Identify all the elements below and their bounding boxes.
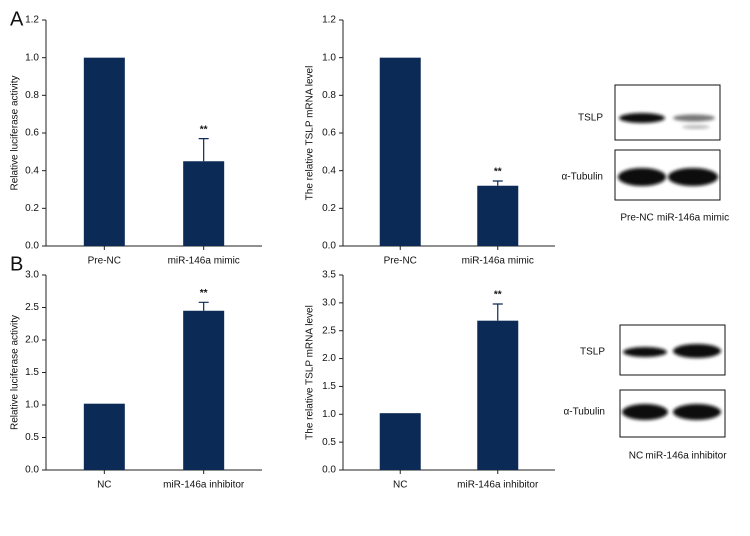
- blot-band: [668, 168, 718, 186]
- blot-row-label: α-Tubulin: [561, 172, 603, 183]
- blot-row-label: TSLP: [580, 347, 605, 358]
- blot-lane-label: miR-146a mimic: [657, 213, 729, 224]
- y-axis-title: Relative luciferase activity: [10, 315, 21, 430]
- x-tick-label: Pre-NC: [88, 256, 121, 267]
- blot-lane-label: Pre-NC: [620, 213, 653, 224]
- error-bar: [198, 138, 209, 162]
- bar: [477, 185, 519, 246]
- blot-lane-label: NC: [629, 451, 643, 462]
- bar: [379, 413, 421, 470]
- y-tick-label: 1.0: [25, 400, 39, 411]
- y-tick-label: 1.0: [322, 52, 336, 63]
- y-tick-label: 3.0: [322, 297, 336, 308]
- panel-label: A: [10, 8, 24, 30]
- y-tick-label: 0.0: [25, 241, 39, 252]
- bar: [477, 320, 519, 470]
- x-tick-label: miR-146a mimic: [168, 256, 240, 267]
- y-tick-label: 1.2: [322, 15, 336, 26]
- significance-label: **: [200, 124, 208, 135]
- y-axis-title: Relative luciferase activity: [10, 75, 21, 190]
- bar: [83, 403, 125, 470]
- y-tick-label: 0.2: [322, 203, 336, 214]
- y-tick-label: 0.2: [25, 203, 39, 214]
- y-tick-label: 2.5: [25, 302, 39, 313]
- x-tick-label: miR-146a inhibitor: [163, 480, 245, 491]
- y-tick-label: 2.5: [322, 325, 336, 336]
- x-tick-label: miR-146a inhibitor: [457, 480, 539, 491]
- y-tick-label: 0.5: [322, 437, 336, 448]
- bar: [379, 57, 421, 246]
- blot-band: [619, 113, 665, 123]
- bar: [83, 57, 125, 246]
- blot-band: [673, 344, 721, 358]
- x-tick-label: NC: [393, 480, 407, 491]
- y-axis-title: The relative TSLP mRNA level: [305, 305, 316, 440]
- y-tick-label: 0.0: [322, 241, 336, 252]
- y-tick-label: 1.0: [322, 409, 336, 420]
- panel-label: B: [10, 253, 23, 275]
- error-bar: [492, 180, 503, 186]
- blot-band: [618, 168, 666, 186]
- x-tick-label: Pre-NC: [384, 256, 417, 267]
- error-bar: [198, 301, 209, 311]
- bar: [183, 310, 225, 470]
- significance-label: **: [494, 167, 502, 178]
- blot-lane-label: miR-146a inhibitor: [645, 451, 727, 462]
- blot-row-label: α-Tubulin: [563, 407, 605, 418]
- significance-label: **: [200, 288, 208, 299]
- blot-band: [682, 125, 710, 129]
- y-tick-label: 0.6: [322, 128, 336, 139]
- blot-band: [673, 404, 721, 420]
- y-tick-label: 0.5: [25, 432, 39, 443]
- y-tick-label: 1.0: [25, 52, 39, 63]
- blot-band: [673, 114, 715, 122]
- error-bar: [492, 303, 503, 321]
- blot-frame: [614, 84, 721, 141]
- blot-band: [622, 404, 668, 420]
- y-tick-label: 2.0: [25, 335, 39, 346]
- y-tick-label: 0.8: [322, 90, 336, 101]
- blot-band: [623, 347, 667, 357]
- y-tick-label: 0.0: [322, 465, 336, 476]
- y-axis-title: The relative TSLP mRNA level: [305, 66, 316, 201]
- y-tick-label: 0.0: [25, 465, 39, 476]
- y-tick-label: 1.5: [322, 381, 336, 392]
- y-tick-label: 0.8: [25, 90, 39, 101]
- y-tick-label: 2.0: [322, 353, 336, 364]
- y-tick-label: 0.6: [25, 128, 39, 139]
- y-tick-label: 1.2: [25, 15, 39, 26]
- x-tick-label: NC: [97, 480, 111, 491]
- y-tick-label: 1.5: [25, 367, 39, 378]
- blot-row-label: TSLP: [578, 113, 603, 124]
- y-tick-label: 3.5: [322, 270, 336, 281]
- bar: [183, 161, 225, 246]
- x-tick-label: miR-146a mimic: [462, 256, 534, 267]
- significance-label: **: [494, 290, 502, 301]
- y-tick-label: 0.4: [322, 165, 336, 176]
- y-tick-label: 3.0: [25, 270, 39, 281]
- y-tick-label: 0.4: [25, 165, 39, 176]
